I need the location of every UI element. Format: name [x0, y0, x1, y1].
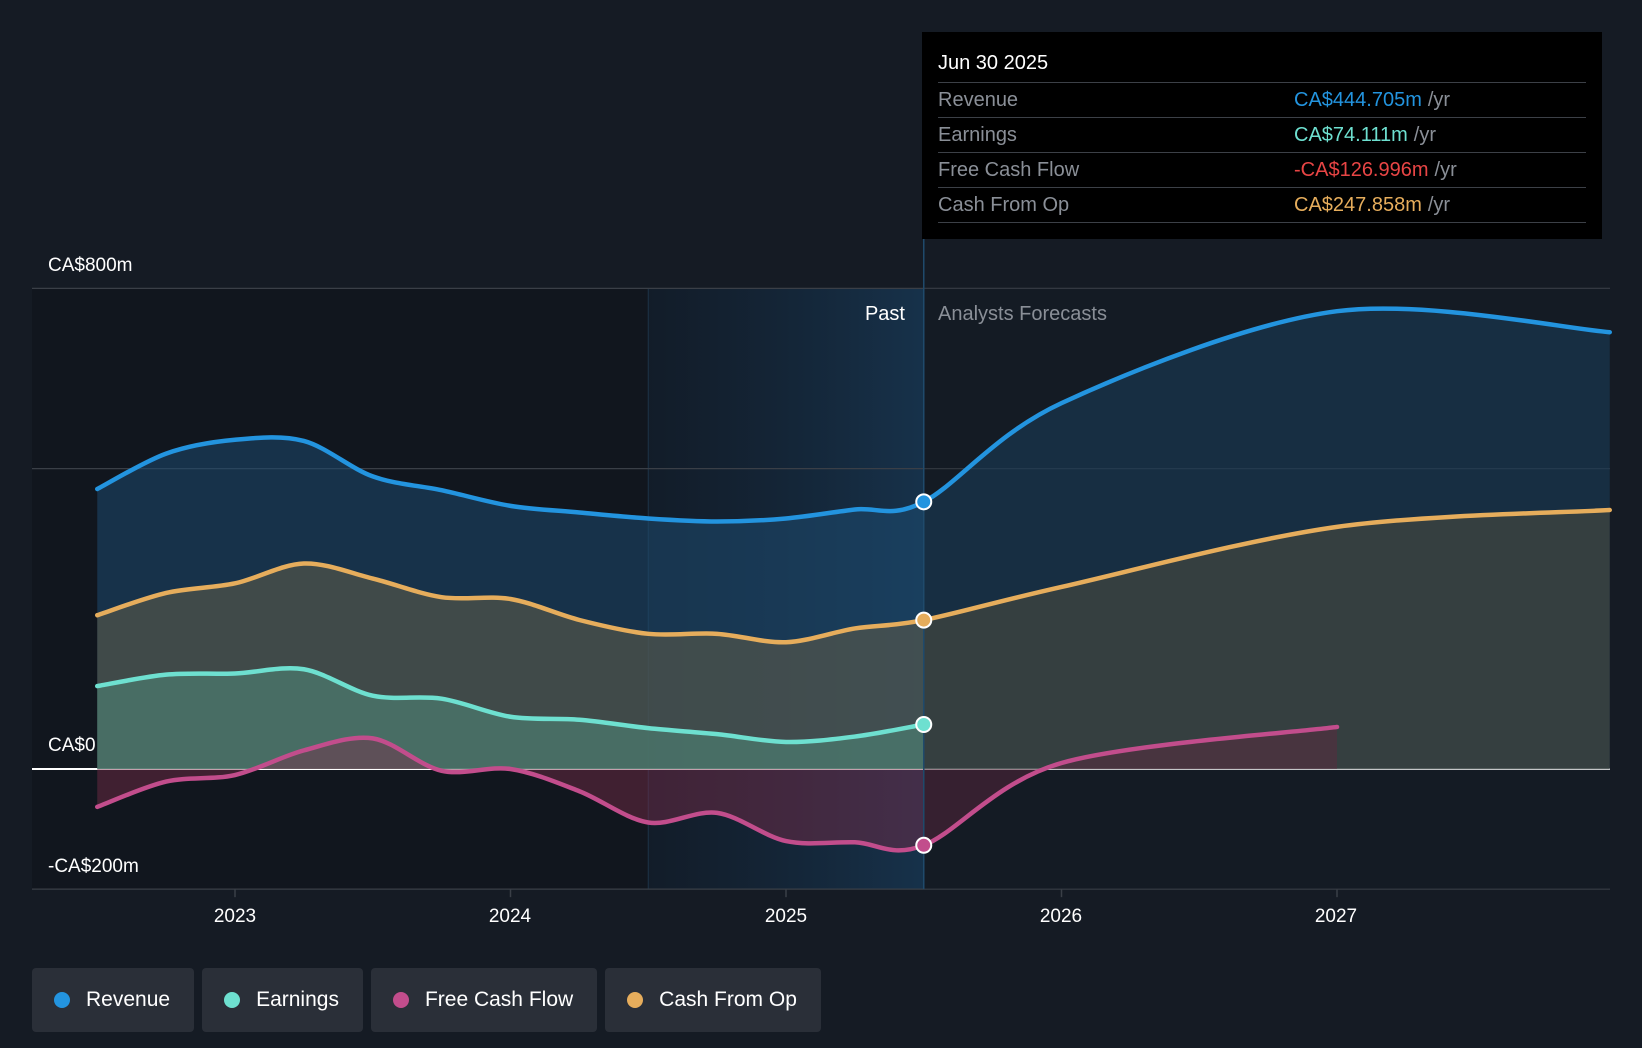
y-tick-label-neg200: -CA$200m: [48, 856, 139, 877]
cash-from-op-marker: [915, 611, 933, 629]
legend-label: Free Cash Flow: [424, 988, 574, 1011]
tooltip-unit: /yr: [1427, 194, 1451, 216]
revenue-line: [95, 306, 1612, 524]
tooltip-row-revenue: Revenue CA$444.705m /yr: [938, 83, 1586, 118]
tooltip-label: Free Cash Flow: [938, 159, 1080, 181]
tooltip-label: Earnings: [938, 124, 1017, 146]
earnings-dot-icon: [224, 992, 241, 1008]
tooltip-row-free-cash-flow: Free Cash Flow -CA$126.996m /yr: [938, 153, 1586, 188]
legend-label: Revenue: [86, 988, 171, 1011]
legend: Revenue Earnings Free Cash Flow Cash Fro…: [32, 968, 821, 1032]
free-cash-flow-dot-icon: [392, 992, 409, 1008]
revenue-marker: [915, 493, 933, 511]
tooltip-row-earnings: Earnings CA$74.111m /yr: [938, 118, 1586, 153]
past-label: Past: [865, 303, 905, 325]
x-tick-label-2024: 2024: [489, 906, 532, 927]
x-tick-label-2027: 2027: [1315, 906, 1357, 927]
forecast-label: Analysts Forecasts: [938, 303, 1107, 325]
free-cash-flow-line: [95, 724, 1340, 853]
x-tick-label-2023: 2023: [214, 906, 256, 927]
cash-from-op-line: [95, 507, 1612, 645]
earnings-marker: [915, 715, 933, 733]
legend-item-cash-from-op[interactable]: Cash From Op: [605, 968, 821, 1032]
tooltip-value: -CA$126.996m: [1294, 159, 1429, 181]
tooltip-value: CA$444.705m: [1294, 89, 1422, 111]
tooltip-unit: /yr: [1434, 159, 1457, 181]
free-cash-flow-marker: [915, 836, 933, 854]
legend-item-earnings[interactable]: Earnings: [202, 968, 363, 1032]
x-tick-label-2025: 2025: [765, 906, 807, 927]
y-tick-label-800: CA$800m: [48, 255, 133, 276]
tooltip-value: CA$74.111m: [1294, 124, 1408, 146]
legend-label: Earnings: [256, 988, 339, 1011]
tooltip: Jun 30 2025 Revenue CA$444.705m /yr Earn…: [922, 32, 1602, 239]
cash-from-op-area: [97, 510, 1610, 769]
legend-item-free-cash-flow[interactable]: Free Cash Flow: [370, 968, 598, 1032]
tooltip-label: Revenue: [938, 89, 1019, 111]
cash-from-op-dot-icon: [627, 992, 644, 1008]
legend-item-revenue[interactable]: Revenue: [32, 968, 195, 1032]
legend-label: Cash From Op: [659, 988, 797, 1011]
x-tick-label-2026: 2026: [1040, 906, 1082, 927]
earnings-line: [95, 666, 926, 745]
free-cash-flow-area: [97, 726, 1337, 851]
forecast-dim: [923, 288, 1610, 890]
tooltip-value: CA$247.858m: [1294, 194, 1422, 216]
tooltip-label: Cash From Op: [938, 194, 1070, 216]
tooltip-unit: /yr: [1413, 124, 1436, 146]
tooltip-unit: /yr: [1427, 89, 1451, 111]
revenue-dot-icon: [54, 992, 70, 1008]
tooltip-date: Jun 30 2025: [938, 44, 1586, 83]
tooltip-row-cash-from-op: Cash From Op CA$247.858m /yr: [938, 188, 1586, 223]
y-tick-label-0: CA$0: [48, 735, 96, 756]
